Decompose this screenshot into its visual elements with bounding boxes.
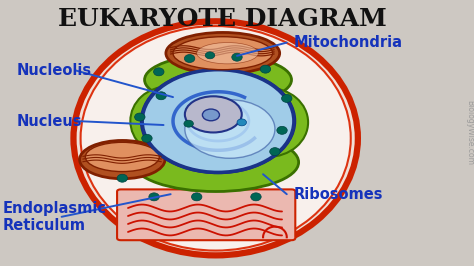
Ellipse shape bbox=[166, 32, 280, 74]
Ellipse shape bbox=[260, 65, 271, 73]
FancyBboxPatch shape bbox=[117, 189, 295, 240]
Ellipse shape bbox=[154, 68, 164, 76]
Text: BiologyWise.com: BiologyWise.com bbox=[466, 101, 474, 165]
Ellipse shape bbox=[251, 193, 261, 201]
Ellipse shape bbox=[142, 134, 152, 142]
Ellipse shape bbox=[135, 113, 145, 121]
Ellipse shape bbox=[80, 140, 165, 179]
Text: Ribosomes: Ribosomes bbox=[294, 187, 383, 202]
Ellipse shape bbox=[140, 68, 296, 174]
Ellipse shape bbox=[145, 55, 292, 105]
Ellipse shape bbox=[142, 70, 294, 172]
Ellipse shape bbox=[133, 133, 299, 192]
Text: Nucleolis: Nucleolis bbox=[17, 63, 91, 78]
Ellipse shape bbox=[232, 53, 242, 61]
Ellipse shape bbox=[185, 100, 275, 158]
Ellipse shape bbox=[117, 174, 128, 182]
Ellipse shape bbox=[277, 126, 287, 134]
Ellipse shape bbox=[73, 21, 358, 255]
Ellipse shape bbox=[173, 37, 273, 70]
Ellipse shape bbox=[184, 55, 195, 63]
Ellipse shape bbox=[202, 109, 219, 121]
Ellipse shape bbox=[149, 193, 159, 201]
Text: Mitochondria: Mitochondria bbox=[294, 35, 403, 50]
Ellipse shape bbox=[237, 119, 246, 126]
Ellipse shape bbox=[228, 88, 308, 157]
Ellipse shape bbox=[282, 94, 292, 102]
Ellipse shape bbox=[184, 120, 193, 127]
Ellipse shape bbox=[191, 193, 202, 201]
Ellipse shape bbox=[85, 142, 159, 172]
Ellipse shape bbox=[156, 92, 166, 100]
Text: EUKARYOTE DIAGRAM: EUKARYOTE DIAGRAM bbox=[58, 7, 387, 31]
Text: Nucleus: Nucleus bbox=[17, 114, 82, 128]
Ellipse shape bbox=[197, 43, 258, 64]
Ellipse shape bbox=[185, 96, 242, 132]
Text: Endoplasmic
Reticulum: Endoplasmic Reticulum bbox=[2, 201, 106, 233]
Ellipse shape bbox=[205, 52, 215, 59]
Ellipse shape bbox=[270, 148, 280, 156]
Ellipse shape bbox=[130, 86, 206, 156]
Ellipse shape bbox=[81, 26, 351, 251]
